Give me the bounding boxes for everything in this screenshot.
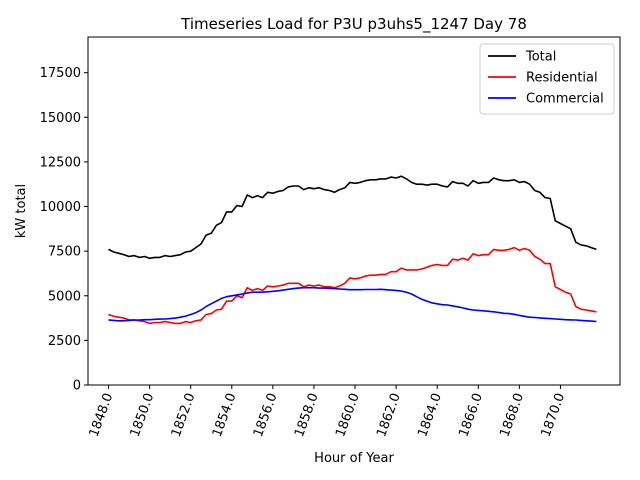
series-line-commercial [108, 286, 597, 323]
x-axis-label: Hour of Year [314, 451, 394, 466]
y-axis: 0 2500 5000 7500 10000 12500 15000 17500 [40, 66, 88, 394]
y-tick-label: 0 [73, 379, 81, 394]
legend-label-residential: Residential [526, 71, 598, 86]
y-tick-label: 15000 [40, 111, 81, 126]
y-tick-label: 17500 [40, 66, 81, 81]
y-axis-label: kW total [14, 184, 29, 238]
series-line-total [108, 175, 597, 260]
plot-frame [87, 36, 621, 386]
legend-label-total: Total [525, 50, 556, 65]
chart-title: Timeseries Load for P3U p3uhs5_1247 Day … [180, 15, 527, 34]
legend-label-commercial: Commercial [526, 92, 604, 107]
legend-box [479, 43, 615, 115]
y-tick-label: 2500 [48, 334, 81, 349]
y-tick-label: 12500 [40, 155, 81, 170]
series-line-residential [108, 246, 597, 325]
y-tick-label: 7500 [48, 245, 81, 260]
legend: Total Residential Commercial [479, 43, 615, 115]
y-tick-label: 10000 [40, 200, 81, 215]
series-layer [108, 175, 597, 325]
y-tick-label: 5000 [48, 289, 81, 304]
